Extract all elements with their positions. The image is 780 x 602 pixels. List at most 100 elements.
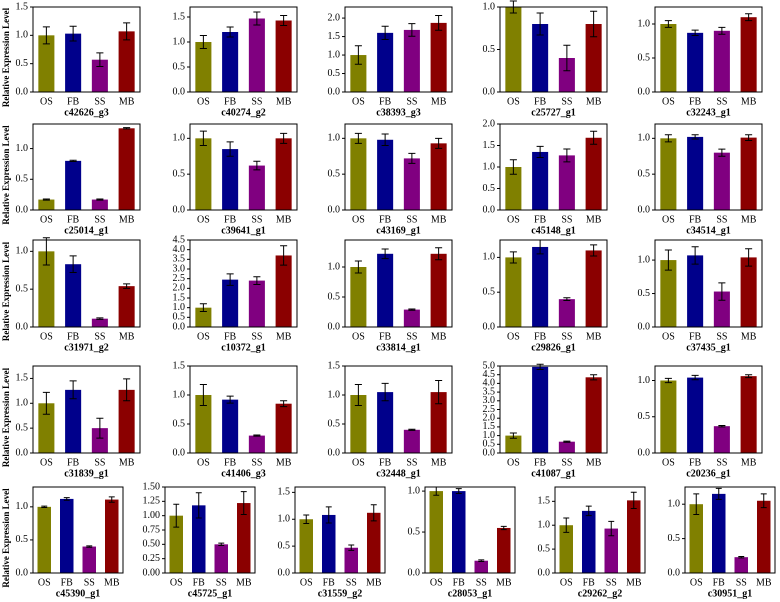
x-tick-label: FB <box>67 96 80 107</box>
x-tick-label: MB <box>741 457 757 468</box>
error-bar <box>691 29 699 37</box>
y-tick-label: 0.0 <box>668 567 681 578</box>
error-bar <box>226 26 234 38</box>
error-bar <box>42 26 50 45</box>
y-tick-label: 2.0 <box>328 12 341 23</box>
y-tick-label: 0.5 <box>638 52 651 63</box>
bar <box>91 318 108 327</box>
error-bar <box>41 505 48 509</box>
bar <box>497 527 511 573</box>
x-tick-label: FB <box>583 577 596 588</box>
bar <box>350 138 367 210</box>
error-bar <box>354 384 362 406</box>
y-tick-label: 0.5 <box>483 44 496 55</box>
x-tick-label: OS <box>662 457 675 468</box>
x-tick-label: OS <box>662 214 675 225</box>
x-tick-label: OS <box>352 214 365 225</box>
error-bar <box>280 15 288 26</box>
plot-frame <box>654 6 763 93</box>
y-tick-label: 1.0 <box>483 1 496 12</box>
bar <box>65 33 82 92</box>
x-tick-label: SS <box>251 331 262 342</box>
y-tick-label: 0.5 <box>173 312 186 323</box>
bar <box>222 279 239 327</box>
bar <box>91 199 108 210</box>
x-tick-label: MB <box>276 331 292 342</box>
error-bar <box>455 488 462 495</box>
bar <box>38 199 55 210</box>
x-tick-label: FB <box>379 331 392 342</box>
bar <box>195 395 212 453</box>
x-tick-label: FB <box>61 577 74 588</box>
error-bar <box>226 141 234 157</box>
error-bar <box>691 246 699 265</box>
error-bar <box>435 380 443 405</box>
x-tick-label: OS <box>662 96 675 107</box>
bar <box>532 24 549 92</box>
error-bar <box>370 504 377 522</box>
x-tick-label: MB <box>586 457 602 468</box>
bar <box>195 307 212 327</box>
x-tick-label: SS <box>561 96 572 107</box>
y-tick-label: 3.0 <box>173 263 186 274</box>
gene-label: c30951_g1 <box>708 588 752 599</box>
x-tick-label: MB <box>756 577 772 588</box>
gene-label: c32448_g1 <box>376 468 420 479</box>
y-tick-label: 1.0 <box>173 133 186 144</box>
error-bar <box>354 45 362 65</box>
gene-label: c29826_g1 <box>531 342 575 353</box>
y-tick-label: 1.0 <box>483 161 496 172</box>
y-tick-label: 0.0 <box>638 86 651 97</box>
x-tick-label: FB <box>689 457 702 468</box>
x-tick-label: MB <box>104 577 120 588</box>
error-bar <box>303 514 310 525</box>
x-tick-label: SS <box>94 331 105 342</box>
bar <box>713 291 730 327</box>
bar <box>604 528 618 573</box>
error-bar <box>280 245 288 266</box>
y-tick-label: 0.5 <box>328 68 341 79</box>
gene-label: c25727_g1 <box>531 107 575 118</box>
error-bar <box>563 297 571 302</box>
error-bar <box>435 247 443 261</box>
y-tick-label: 0.0 <box>328 447 341 458</box>
error-bar <box>381 25 389 41</box>
error-bar <box>536 12 544 36</box>
error-bar <box>381 382 389 402</box>
y-tick-label: 0.5 <box>328 291 341 302</box>
error-bar <box>42 391 50 415</box>
bar <box>195 138 212 210</box>
bar <box>299 519 313 573</box>
gene-label: c42626_g3 <box>64 107 108 118</box>
x-tick-label: SS <box>346 577 357 588</box>
y-tick-label: 0.5 <box>538 543 551 554</box>
y-tick-label: 0.5 <box>638 288 651 299</box>
plot-frame <box>654 365 763 454</box>
bar <box>430 253 447 327</box>
y-tick-label: 0.0 <box>16 204 29 215</box>
y-tick-label: 1.0 <box>328 133 341 144</box>
y-tick-label: 0.0 <box>173 204 186 215</box>
x-tick-label: MB <box>431 331 447 342</box>
x-tick-label: MB <box>586 96 602 107</box>
bar <box>367 512 381 573</box>
bar <box>713 426 730 453</box>
y-tick-label: 0.0 <box>483 204 496 215</box>
x-tick-label: MB <box>741 96 757 107</box>
y-tick-label: 2.0 <box>483 412 496 423</box>
x-tick-label: FB <box>323 577 336 588</box>
x-tick-label: OS <box>662 331 675 342</box>
x-tick-label: FB <box>67 331 80 342</box>
x-tick-label: OS <box>560 577 573 588</box>
gene-label: c34514_g1 <box>686 225 730 236</box>
error-bar <box>745 13 753 22</box>
error-bar <box>96 417 104 439</box>
x-tick-label: MB <box>741 214 757 225</box>
x-tick-label: SS <box>251 96 262 107</box>
x-tick-label: OS <box>507 457 520 468</box>
bar <box>403 429 420 453</box>
bar <box>585 137 602 210</box>
x-tick-label: SS <box>406 457 417 468</box>
error-bar <box>563 44 571 72</box>
bar <box>192 505 206 573</box>
